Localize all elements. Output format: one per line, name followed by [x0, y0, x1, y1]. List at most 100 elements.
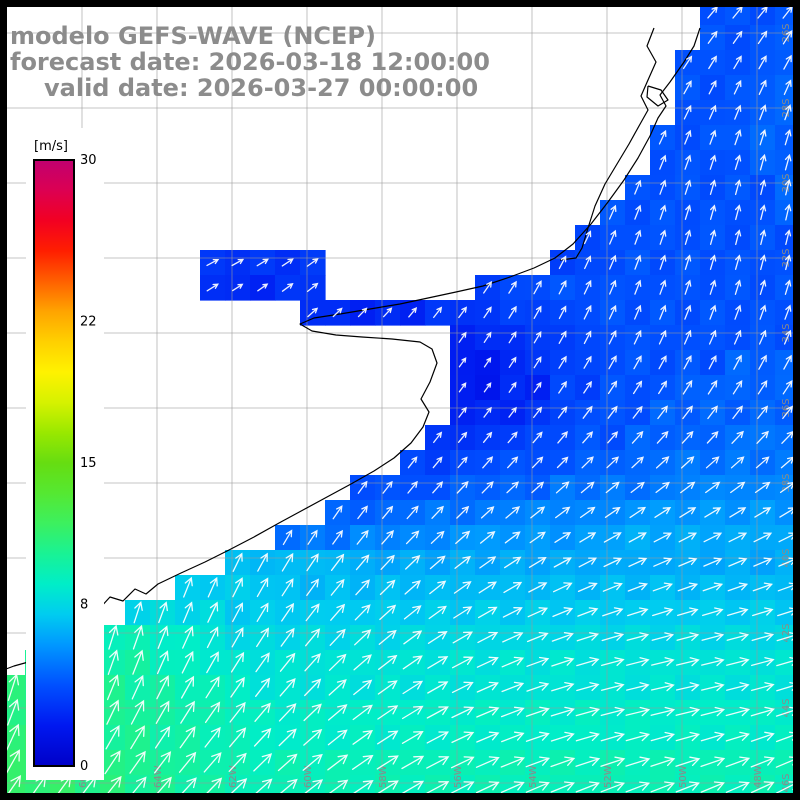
wind-arrow — [584, 255, 592, 270]
wind-arrow — [508, 305, 517, 319]
wind-arrow — [483, 306, 492, 319]
wind-arrow — [450, 756, 475, 769]
wind-arrow — [608, 329, 617, 345]
wind-arrow — [504, 556, 522, 569]
wind-arrow — [733, 79, 742, 95]
wind-arrow — [458, 406, 467, 418]
wind-arrow — [759, 279, 767, 295]
wind-arrow — [651, 657, 675, 667]
wind-arrow — [253, 727, 272, 747]
wind-arrow — [7, 698, 20, 726]
wind-arrow — [307, 529, 318, 545]
wind-arrow — [533, 381, 542, 393]
wind-arrow — [332, 307, 343, 318]
wind-arrow — [709, 254, 717, 270]
wind-arrow — [709, 304, 717, 320]
wind-arrow — [303, 729, 323, 746]
wind-arrow — [659, 304, 667, 320]
wind-arrow — [232, 602, 243, 623]
wind-arrow — [356, 529, 369, 545]
wind-arrow — [634, 179, 642, 195]
wind-arrow — [327, 729, 348, 746]
wind-arrow — [455, 530, 471, 545]
wind-arrow — [726, 632, 750, 641]
wind-arrow — [281, 258, 294, 267]
wind-arrow — [628, 532, 647, 543]
wind-arrow — [659, 204, 667, 220]
wind-arrow — [656, 430, 669, 444]
wind-arrow — [156, 650, 169, 675]
wind-arrow — [633, 355, 642, 370]
wind-arrow — [476, 731, 500, 743]
wind-arrow — [183, 576, 193, 598]
wind-arrow — [583, 304, 592, 320]
wind-arrow — [703, 532, 723, 543]
wind-arrow — [277, 778, 298, 796]
wind-arrow — [675, 706, 701, 717]
wind-arrow — [281, 602, 295, 622]
wind-arrow — [401, 731, 424, 744]
wind-arrow — [351, 754, 374, 770]
wind-arrow — [106, 699, 120, 725]
wind-arrow — [558, 255, 567, 270]
wind-arrow — [205, 676, 220, 699]
wind-arrow — [707, 6, 718, 19]
wind-arrow — [431, 505, 444, 519]
coastline-path — [5, 27, 701, 670]
wind-arrow — [727, 607, 749, 617]
wind-arrow — [758, 329, 767, 345]
wind-arrow — [478, 581, 497, 594]
wind-arrow — [278, 703, 297, 722]
colorbar-tick-label: 15 — [80, 456, 97, 471]
wind-arrow — [279, 678, 296, 697]
colorbar-tick-label: 22 — [80, 315, 97, 330]
title-block: modelo GEFS-WAVE (NCEP) forecast date: 2… — [10, 22, 490, 102]
wind-arrow — [708, 329, 717, 345]
wind-arrow — [758, 55, 767, 70]
wind-arrow — [501, 681, 525, 693]
wind-arrow — [180, 675, 195, 699]
wind-arrow — [650, 706, 676, 717]
wind-arrow — [702, 582, 724, 592]
wind-arrow — [525, 756, 551, 768]
colorbar-tick-label: 0 — [80, 759, 88, 774]
wind-arrow — [709, 129, 717, 145]
wind-arrow — [328, 653, 347, 671]
wind-arrow — [376, 755, 399, 770]
wind-arrow — [650, 731, 676, 742]
wind-arrow — [684, 304, 692, 320]
wind-arrow — [659, 279, 667, 295]
wind-arrow — [376, 780, 399, 795]
wind-arrow — [759, 104, 767, 121]
wind-arrow — [700, 731, 725, 742]
wind-arrow — [583, 380, 592, 394]
wind-arrow — [428, 605, 447, 620]
wind-arrow — [306, 578, 320, 597]
valid-date-line: valid date: 2026-03-27 00:00:00 — [44, 74, 478, 102]
wind-arrow — [157, 625, 169, 649]
wind-arrow — [555, 506, 571, 519]
wind-arrow — [502, 631, 524, 643]
wind-arrow — [426, 756, 450, 769]
wind-arrow — [6, 723, 20, 751]
wind-arrow — [332, 529, 344, 545]
wind-arrow — [633, 329, 642, 345]
wind-arrow — [682, 405, 693, 420]
wind-arrow — [751, 682, 775, 692]
wind-arrow — [307, 307, 319, 318]
wind-arrow — [330, 553, 345, 571]
wind-arrow — [327, 754, 349, 771]
wind-arrow — [655, 456, 670, 469]
wind-arrow — [526, 631, 549, 643]
wind-arrow — [230, 676, 245, 698]
wind-arrow — [379, 579, 396, 596]
wind-arrow — [655, 481, 671, 494]
wind-arrow — [579, 506, 596, 519]
wind-arrow — [657, 405, 668, 420]
wind-arrow — [558, 279, 567, 295]
wind-arrow — [454, 555, 471, 569]
wind-arrow — [750, 731, 775, 742]
wind-arrow — [507, 456, 519, 469]
wind-arrow — [353, 679, 373, 696]
